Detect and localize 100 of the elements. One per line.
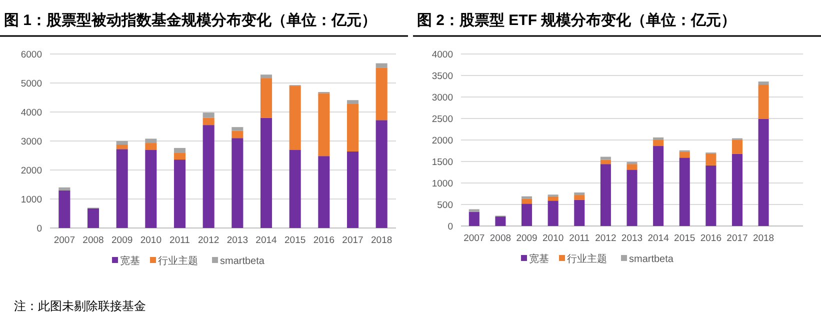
bar [202,118,214,126]
y-tick-label: 2000 [20,166,42,176]
x-tick-label: 2009 [516,233,538,244]
bar [626,162,638,164]
y-tick-label: 1500 [432,157,453,168]
y-tick-label: 6000 [20,50,42,60]
bar [600,156,611,160]
bar [58,190,70,228]
bar [522,204,532,226]
y-tick-label: 500 [437,200,453,211]
x-tick-label: 2012 [198,235,220,246]
y-tick-label: 4000 [432,50,453,60]
bar [706,165,716,226]
y-tick-label: 0 [448,222,453,232]
bar [58,187,70,190]
legend-label: 宽基 [120,255,140,267]
x-tick-label: 2015 [284,235,306,246]
bar [574,195,585,200]
bar [260,74,272,78]
bar [495,216,506,226]
bar [679,158,690,226]
legend-label: 行业主题 [567,253,607,265]
bar [522,196,532,199]
text: 注：此图未剔除联接基金 [14,299,146,313]
bar [758,84,769,119]
bar [468,212,480,226]
bar [548,196,558,201]
y-tick-label: 1000 [20,194,42,206]
bar [653,140,664,146]
bar [522,198,532,204]
bar [468,209,480,212]
bar [653,137,664,140]
bar [260,78,272,118]
bar [116,144,128,150]
x-tick-label: 2011 [569,233,590,244]
y-tick-label: 3000 [432,92,453,104]
x-tick-label: 2013 [226,235,248,246]
bar [232,127,244,131]
bar [289,86,301,150]
bar [706,153,716,166]
bar [202,112,214,118]
x-tick-label: 2014 [256,235,277,246]
legend-label: 行业主题 [158,255,198,267]
bar [174,160,186,228]
y-tick-label: 3000 [20,136,42,148]
bar [758,82,769,85]
bar [145,138,157,144]
legend-label: 宽基 [529,253,549,265]
y-tick-label: 5000 [20,78,42,90]
x-tick-label: 2014 [648,233,669,244]
bar [376,63,388,68]
x-tick-label: 2012 [595,233,616,244]
x-tick-label: 2007 [54,235,75,246]
y-tick-label: 4000 [20,108,42,118]
bar [626,170,638,226]
bar [574,200,585,226]
bar [346,151,359,228]
bar [289,150,301,228]
x-tick-label: 2009 [112,235,133,246]
bar [318,156,330,228]
x-tick-label: 2011 [170,235,190,246]
bar [376,120,388,228]
x-tick-label: 2010 [542,233,564,244]
y-tick-label: 1000 [432,178,453,190]
bar [376,68,388,120]
bar [732,154,742,226]
x-tick-label: 2017 [726,233,748,244]
y-tick-label: 0 [36,224,42,234]
x-tick-label: 2016 [700,233,722,244]
legend-label: smartbeta [629,254,674,265]
bar [145,143,157,150]
bar [653,146,664,226]
bar [174,148,186,153]
bar [346,104,359,152]
bar [260,118,272,228]
chart-title: 图 2：股票型 ETF 规模分布变化（单位：亿元） [417,11,736,29]
x-tick-label: 2013 [621,233,643,244]
bar [116,149,128,228]
bar [87,208,100,228]
bar [174,152,186,160]
bar [626,164,638,170]
chart-title: 图 1：股票型被动指数基金规模分布变化（单位：亿元） [4,11,377,29]
bar [600,160,611,164]
legend-label: smartbeta [220,256,265,267]
y-tick-label: 2500 [432,114,453,125]
bar [232,130,244,138]
bar [600,164,611,226]
bar [758,118,769,226]
x-tick-label: 2008 [490,233,512,244]
x-tick-label: 2017 [342,235,364,246]
x-tick-label: 2018 [752,233,774,244]
bar [116,141,128,144]
bar [548,200,558,226]
x-tick-label: 2018 [371,235,392,246]
x-tick-label: 2010 [140,235,162,246]
bar [232,138,244,228]
x-tick-label: 2008 [82,235,104,246]
bar [318,93,330,156]
x-tick-label: 2015 [674,233,696,244]
bar [732,140,742,154]
